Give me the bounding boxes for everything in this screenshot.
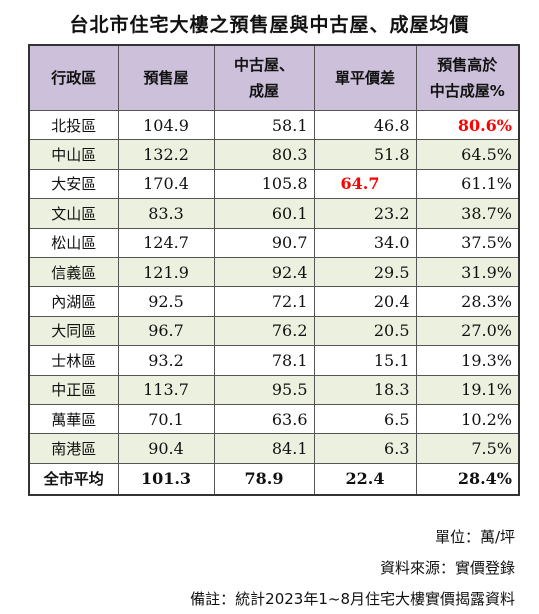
table-row: 大同區 96.7 76.2 20.5 27.0% xyxy=(28,315,520,347)
pct-cell: 80.6% xyxy=(415,109,520,141)
district-cell: 中山區 xyxy=(28,139,119,170)
used-cell: 95.5 xyxy=(213,374,315,405)
pct-cell: 19.1% xyxy=(415,374,520,405)
pct-cell: 38.7% xyxy=(415,198,520,229)
pct-cell: 19.3% xyxy=(415,345,520,376)
diff-cell: 46.8 xyxy=(313,109,417,141)
pct-cell: 10.2% xyxy=(415,403,520,435)
used-cell: 80.3 xyxy=(213,139,315,170)
pct-cell: 37.5% xyxy=(415,227,520,258)
diff-cell: 51.8 xyxy=(313,139,417,170)
presale-cell: 170.4 xyxy=(117,168,215,200)
table-row: 內湖區 92.5 72.1 20.4 28.3% xyxy=(28,286,520,317)
used-cell: 76.2 xyxy=(213,315,315,347)
diff-cell: 6.5 xyxy=(313,403,417,435)
table-title: 台北市住宅大樓之預售屋與中古屋、成屋均價 xyxy=(69,14,470,36)
table-row: 北投區 104.9 58.1 46.8 80.6% xyxy=(28,109,520,141)
used-cell: 105.8 xyxy=(213,168,315,200)
table-row: 中山區 132.2 80.3 51.8 64.5% xyxy=(28,139,520,170)
table-row: 信義區 121.9 92.4 29.5 31.9% xyxy=(28,256,520,288)
pct-cell: 64.5% xyxy=(415,139,520,170)
presale-cell: 83.3 xyxy=(117,198,215,229)
presale-cell: 104.9 xyxy=(117,109,215,141)
table-row: 萬華區 70.1 63.6 6.5 10.2% xyxy=(28,403,520,435)
district-cell: 士林區 xyxy=(28,345,119,376)
diff-cell: 6.3 xyxy=(313,433,417,464)
header-diff: 單平價差 xyxy=(313,44,417,111)
district-cell: 內湖區 xyxy=(28,286,119,317)
total-used-cell: 78.9 xyxy=(213,462,315,496)
total-presale-cell: 101.3 xyxy=(117,462,215,496)
used-cell: 63.6 xyxy=(213,403,315,435)
presale-cell: 90.4 xyxy=(117,433,215,464)
remark-note: 備註：統計2023年1~8月住宅大樓實價揭露資料 xyxy=(190,590,515,608)
used-cell: 60.1 xyxy=(213,198,315,229)
diff-cell: 15.1 xyxy=(313,345,417,376)
district-cell: 南港區 xyxy=(28,433,119,464)
presale-cell: 132.2 xyxy=(117,139,215,170)
header-district: 行政區 xyxy=(28,44,119,111)
pct-cell: 31.9% xyxy=(415,256,520,288)
district-cell: 信義區 xyxy=(28,256,119,288)
district-cell: 文山區 xyxy=(28,198,119,229)
diff-cell: 64.7 xyxy=(313,168,417,200)
total-diff-cell: 22.4 xyxy=(313,462,417,496)
price-table: 行政區 預售屋 中古屋、 成屋 單平價差 預售高於 中古成屋% 北投區 104.9… xyxy=(28,44,520,496)
used-cell: 90.7 xyxy=(213,227,315,258)
presale-cell: 92.5 xyxy=(117,286,215,317)
pct-cell: 27.0% xyxy=(415,315,520,347)
district-cell: 大同區 xyxy=(28,315,119,347)
diff-cell: 29.5 xyxy=(313,256,417,288)
table-row: 中正區 113.7 95.5 18.3 19.1% xyxy=(28,374,520,405)
table-row: 大安區 170.4 105.8 64.7 61.1% xyxy=(28,168,520,200)
table-row: 南港區 90.4 84.1 6.3 7.5% xyxy=(28,433,520,464)
table-row: 文山區 83.3 60.1 23.2 38.7% xyxy=(28,198,520,229)
header-used: 中古屋、 成屋 xyxy=(213,44,315,111)
header-row: 行政區 預售屋 中古屋、 成屋 單平價差 預售高於 中古成屋% xyxy=(28,44,520,111)
district-cell: 大安區 xyxy=(28,168,119,200)
used-cell: 84.1 xyxy=(213,433,315,464)
presale-cell: 93.2 xyxy=(117,345,215,376)
presale-cell: 124.7 xyxy=(117,227,215,258)
used-cell: 92.4 xyxy=(213,256,315,288)
presale-cell: 96.7 xyxy=(117,315,215,347)
diff-cell: 20.4 xyxy=(313,286,417,317)
table-row: 士林區 93.2 78.1 15.1 19.3% xyxy=(28,345,520,376)
unit-note: 單位：萬/坪 xyxy=(434,528,515,546)
table-row: 松山區 124.7 90.7 34.0 37.5% xyxy=(28,227,520,258)
pct-cell: 61.1% xyxy=(415,168,520,200)
district-cell: 北投區 xyxy=(28,109,119,141)
presale-cell: 113.7 xyxy=(117,374,215,405)
district-cell: 萬華區 xyxy=(28,403,119,435)
diff-cell: 34.0 xyxy=(313,227,417,258)
diff-cell: 18.3 xyxy=(313,374,417,405)
header-pct: 預售高於 中古成屋% xyxy=(415,44,520,111)
used-cell: 72.1 xyxy=(213,286,315,317)
presale-cell: 70.1 xyxy=(117,403,215,435)
used-cell: 58.1 xyxy=(213,109,315,141)
diff-cell: 23.2 xyxy=(313,198,417,229)
total-row: 全市平均 101.3 78.9 22.4 28.4% xyxy=(28,462,520,496)
district-cell: 松山區 xyxy=(28,227,119,258)
diff-cell: 20.5 xyxy=(313,315,417,347)
source-note: 資料來源：實價登錄 xyxy=(379,559,515,577)
total-pct-cell: 28.4% xyxy=(415,462,520,496)
total-district-cell: 全市平均 xyxy=(28,462,119,496)
header-presale: 預售屋 xyxy=(117,44,215,111)
presale-cell: 121.9 xyxy=(117,256,215,288)
district-cell: 中正區 xyxy=(28,374,119,405)
used-cell: 78.1 xyxy=(213,345,315,376)
pct-cell: 7.5% xyxy=(415,433,520,464)
pct-cell: 28.3% xyxy=(415,286,520,317)
